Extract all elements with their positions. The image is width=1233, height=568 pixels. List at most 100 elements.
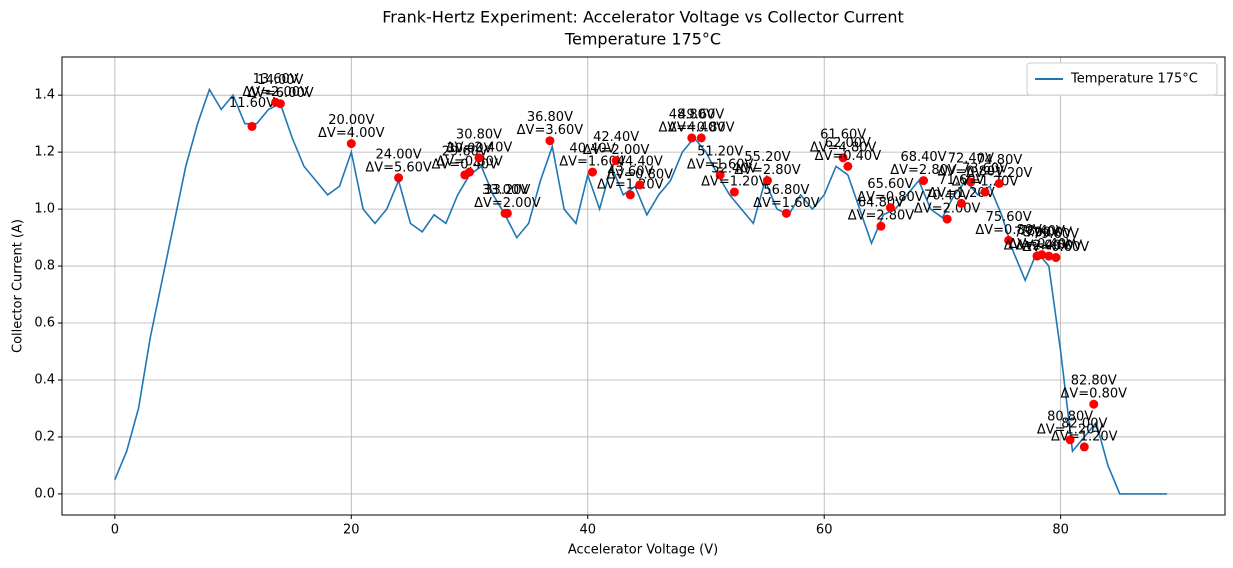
peak-marker bbox=[838, 153, 848, 163]
delta-label: ΔV=0.40V bbox=[1008, 237, 1075, 252]
peak-marker bbox=[1089, 399, 1099, 409]
delta-label: ΔV=2.80V bbox=[734, 163, 801, 178]
peak-label: 49.60V bbox=[678, 107, 724, 122]
peak-label: 65.60V bbox=[867, 177, 913, 192]
peak-label: 72.40V bbox=[948, 152, 994, 167]
peak-label: 82.00V bbox=[1061, 416, 1107, 431]
peak-marker bbox=[275, 99, 285, 109]
peak-label: 75.60V bbox=[986, 210, 1032, 225]
peak-label: 43.60V bbox=[607, 164, 653, 179]
peak-label: 11.60V bbox=[229, 96, 275, 111]
peak-marker bbox=[1051, 253, 1061, 263]
peak-marker bbox=[729, 187, 739, 197]
peak-label: 33.00V bbox=[482, 183, 528, 198]
chart-title: Frank-Hertz Experiment: Accelerator Volt… bbox=[382, 8, 904, 27]
delta-label: ΔV=1.20V bbox=[597, 177, 664, 192]
delta-label: ΔV=0.80V bbox=[1061, 387, 1128, 402]
delta-label: ΔV=1.60V bbox=[687, 157, 754, 172]
delta-label: ΔV=6.00V bbox=[247, 86, 314, 101]
peak-label: 30.80V bbox=[456, 127, 502, 142]
peak-marker bbox=[625, 190, 635, 200]
y-tick-label: 1.0 bbox=[34, 202, 55, 217]
y-tick-label: 1.4 bbox=[34, 88, 55, 103]
peak-label: 56.80V bbox=[763, 183, 809, 198]
y-tick-label: 0.6 bbox=[34, 316, 55, 331]
peak-marker bbox=[919, 176, 929, 186]
peak-marker bbox=[994, 178, 1004, 188]
peak-label: 68.40V bbox=[900, 150, 946, 165]
peak-label: 78.00V bbox=[1014, 226, 1060, 241]
y-tick-label: 0.0 bbox=[34, 486, 55, 501]
delta-label: ΔV=1.20V bbox=[928, 186, 995, 201]
peak-label: 61.60V bbox=[820, 127, 866, 142]
delta-label: ΔV=2.00V bbox=[583, 143, 650, 158]
delta-label: ΔV=1.20V bbox=[701, 175, 768, 190]
delta-label: ΔV=4.00V bbox=[318, 126, 385, 141]
peak-marker bbox=[1065, 435, 1075, 445]
delta-label: ΔV=1.20V bbox=[1051, 429, 1118, 444]
peak-label: 80.80V bbox=[1047, 409, 1093, 424]
peak-marker bbox=[1079, 442, 1089, 452]
peak-label: 36.80V bbox=[527, 110, 573, 125]
delta-label: ΔV=5.60V bbox=[365, 160, 432, 175]
peak-marker bbox=[1044, 251, 1054, 261]
x-tick-label: 20 bbox=[343, 523, 360, 538]
peak-label: 33.20V bbox=[484, 183, 530, 198]
delta-label: ΔV=0.60V bbox=[1016, 239, 1083, 254]
y-axis-label: Collector Current (A) bbox=[11, 219, 26, 353]
peak-marker bbox=[247, 121, 257, 131]
delta-label: ΔV=4.80V bbox=[810, 140, 877, 155]
delta-label: ΔV=1.20V bbox=[1037, 422, 1104, 437]
delta-label: ΔV=4.40V bbox=[659, 120, 726, 135]
peak-label: 82.80V bbox=[1071, 374, 1117, 389]
peak-marker bbox=[474, 153, 484, 163]
peak-label: 40.40V bbox=[569, 142, 615, 157]
y-tick-label: 0.2 bbox=[34, 429, 55, 444]
chart-subtitle: Temperature 175°C bbox=[564, 30, 721, 49]
peak-marker bbox=[687, 133, 697, 143]
peak-label: 79.60V bbox=[1033, 227, 1079, 242]
peak-label: 14.00V bbox=[257, 73, 303, 88]
peak-label: 13.60V bbox=[253, 72, 299, 87]
delta-label: ΔV=2.40V bbox=[1004, 239, 1071, 254]
peak-marker bbox=[956, 198, 966, 208]
delta-label: ΔV=2.40V bbox=[446, 140, 513, 155]
peak-marker bbox=[587, 167, 597, 177]
peak-marker bbox=[346, 139, 356, 149]
peak-label: 24.00V bbox=[376, 147, 422, 162]
legend-box bbox=[1026, 62, 1218, 96]
y-tick-label: 0.8 bbox=[34, 259, 55, 274]
peak-marker bbox=[502, 208, 512, 218]
peak-marker bbox=[696, 133, 706, 143]
delta-label: ΔV=3.60V bbox=[517, 123, 584, 138]
y-tick-label: 1.2 bbox=[34, 145, 55, 160]
peak-marker bbox=[781, 208, 791, 218]
data-line bbox=[114, 87, 1168, 495]
x-axis-label: Accelerator Voltage (V) bbox=[568, 543, 718, 558]
peak-marker bbox=[843, 161, 853, 171]
delta-label: ΔV=1.60V bbox=[559, 155, 626, 170]
peak-marker bbox=[980, 187, 990, 197]
y-tick-label: 0.4 bbox=[34, 372, 55, 387]
peak-marker bbox=[876, 221, 886, 231]
x-tick-label: 80 bbox=[1052, 523, 1069, 538]
peak-label: 30.00V bbox=[446, 142, 492, 157]
x-tick-label: 60 bbox=[816, 523, 833, 538]
peak-label: 78.40V bbox=[1019, 224, 1065, 239]
peak-marker bbox=[942, 214, 952, 224]
peak-marker bbox=[394, 173, 404, 183]
peak-label: 20.00V bbox=[328, 113, 374, 128]
delta-label: ΔV=0.80V bbox=[436, 155, 503, 170]
peak-label: 42.40V bbox=[593, 130, 639, 145]
peak-marker bbox=[762, 176, 772, 186]
delta-label: ΔV=0.80V bbox=[668, 120, 735, 135]
delta-label: ΔV=0.80V bbox=[857, 190, 924, 205]
peak-label: 44.40V bbox=[617, 154, 663, 169]
peak-label: 51.20V bbox=[697, 144, 743, 159]
peak-marker bbox=[885, 203, 895, 213]
delta-label: ΔV=2.80V bbox=[848, 209, 915, 224]
peak-marker bbox=[1004, 235, 1014, 245]
delta-label: ΔV=0.60V bbox=[1023, 240, 1090, 255]
peak-label: 74.80V bbox=[976, 153, 1022, 168]
peak-label: 52.40V bbox=[711, 162, 757, 177]
